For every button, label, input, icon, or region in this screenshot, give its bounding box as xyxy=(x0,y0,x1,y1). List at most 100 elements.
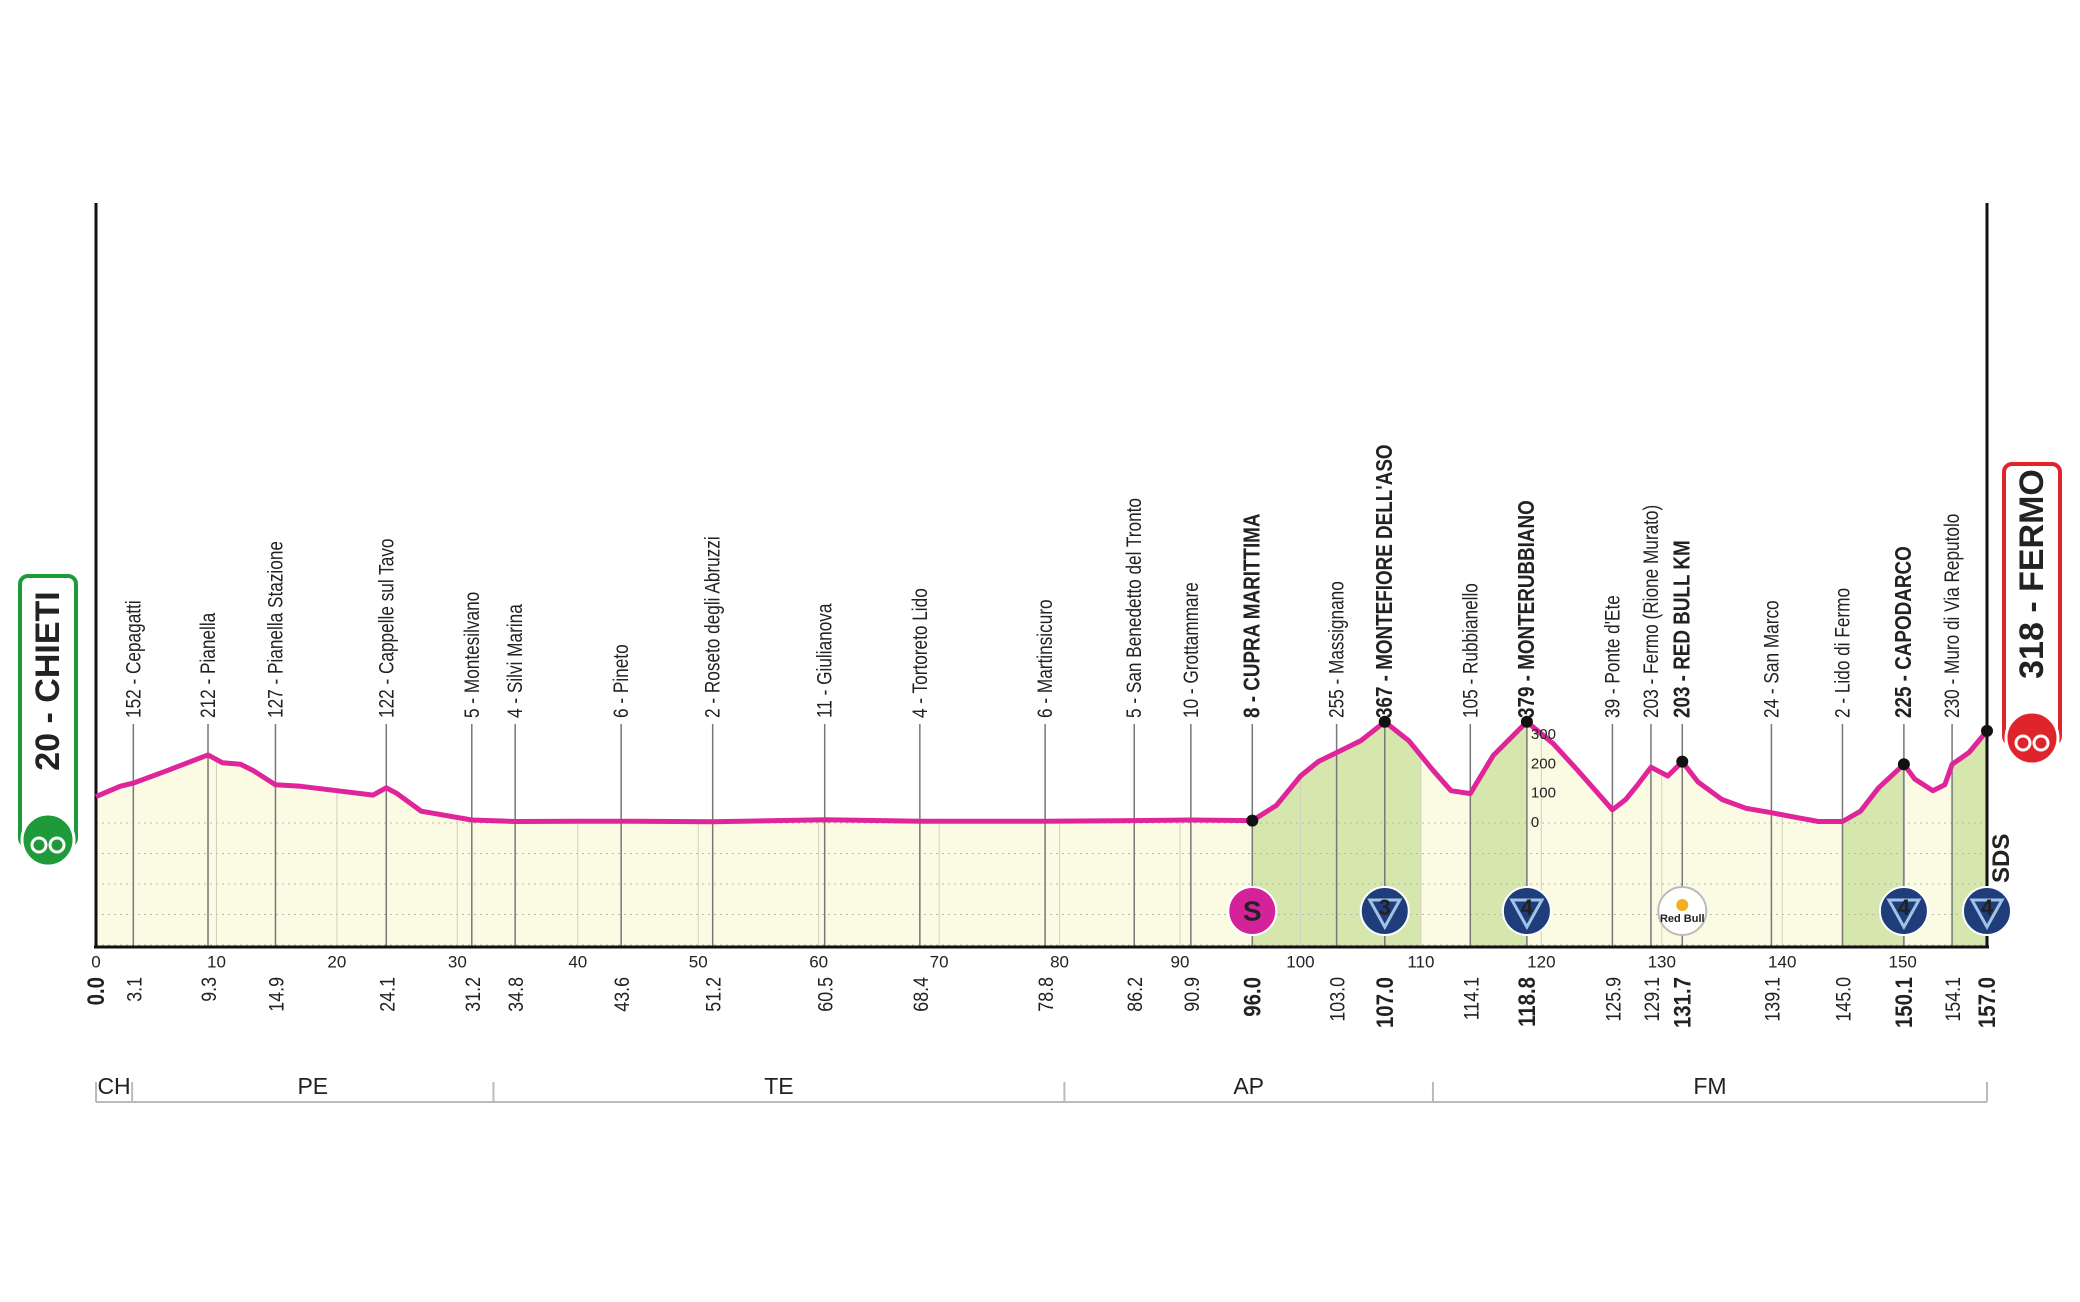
km-label: 3.1 xyxy=(123,977,147,1002)
elevation-tick-label: 0 xyxy=(1531,814,1539,831)
waypoint-label: 24 - San Marco xyxy=(1761,600,1784,718)
finish-icon xyxy=(2004,710,2060,766)
finish-dot xyxy=(1981,724,1993,737)
waypoint-dot xyxy=(1897,758,1910,771)
waypoint-label: 2 - Lido di Fermo xyxy=(1832,588,1855,718)
finish-label: 318 - FERMO xyxy=(2013,469,2051,679)
waypoint-label: 6 - Pineto xyxy=(611,644,634,718)
x-tick-label: 120 xyxy=(1527,952,1555,971)
x-tick-label: 140 xyxy=(1768,952,1796,971)
waypoint-dot xyxy=(1676,755,1689,768)
waypoint-label: 212 - Pianella xyxy=(198,612,221,718)
waypoint-dot xyxy=(1378,715,1391,728)
province-label: TE xyxy=(764,1073,793,1099)
waypoint-label: 10 - Grottammare xyxy=(1180,582,1203,718)
climb-icon-label: 3 xyxy=(1379,895,1391,920)
finish-wheel xyxy=(2032,734,2050,752)
x-tick-label: 90 xyxy=(1171,952,1190,971)
climb-triangle xyxy=(1509,898,1545,931)
km-label: 139.1 xyxy=(1761,977,1785,1022)
km-label: 9.3 xyxy=(198,977,222,1002)
x-tick-label: 130 xyxy=(1648,952,1676,971)
sprint-icon-label: S xyxy=(1243,895,1262,926)
elevation-tick-label: 200 xyxy=(1531,755,1556,772)
start-wheel xyxy=(48,836,66,854)
km-label: 96.0 xyxy=(1239,977,1266,1017)
km-label: 154.1 xyxy=(1942,977,1966,1022)
km-label: 51.2 xyxy=(702,977,726,1012)
start-label: 20 - CHIETI xyxy=(29,591,67,770)
climb-icon-label: 4 xyxy=(1981,895,1994,920)
km-label: 114.1 xyxy=(1460,977,1484,1020)
km-label: 107.0 xyxy=(1371,977,1398,1028)
climb-triangle xyxy=(1969,898,2005,931)
waypoint-label: 203 - Fermo (Rione Murato) xyxy=(1640,505,1663,718)
km-label: 31.2 xyxy=(461,977,485,1012)
start-icon xyxy=(20,812,76,868)
waypoint-label: 5 - Montesilvano xyxy=(461,592,484,718)
waypoint-label: 105 - Rubbianello xyxy=(1460,583,1483,718)
km-label: 24.1 xyxy=(376,977,400,1012)
sprint-icon xyxy=(1227,886,1278,936)
waypoint-label: 4 - Tortoreto Lido xyxy=(909,588,932,718)
x-tick-label: 40 xyxy=(568,952,587,971)
km-label: 131.7 xyxy=(1669,977,1696,1028)
x-tick-label: 20 xyxy=(327,952,346,971)
km-label: 103.0 xyxy=(1326,977,1350,1022)
waypoint-label: 122 - Cappelle sul Tavo xyxy=(376,538,399,718)
profile-line xyxy=(95,719,1989,825)
climb-icon-label: 4 xyxy=(1521,895,1534,920)
x-tick-label: 70 xyxy=(930,952,949,971)
km-label: 125.9 xyxy=(1602,977,1626,1022)
x-tick-label: 30 xyxy=(448,952,467,971)
km-label: 157.0 xyxy=(1973,977,2000,1028)
km-label: 43.6 xyxy=(611,977,635,1012)
x-tick-label: 80 xyxy=(1050,952,1069,971)
km-label: 34.8 xyxy=(505,977,529,1012)
x-tick-label: 50 xyxy=(689,952,708,971)
waypoint-label: 4 - Silvi Marina xyxy=(505,604,528,718)
climb-triangle xyxy=(1886,898,1922,931)
x-tick-label: 150 xyxy=(1889,952,1917,971)
waypoint-label: 39 - Ponte d'Ete xyxy=(1602,595,1625,718)
km-label: 86.2 xyxy=(1124,977,1148,1012)
km-label: 118.8 xyxy=(1513,977,1540,1027)
x-tick-label: 60 xyxy=(809,952,828,971)
waypoint-label: 2 - Roseto degli Abruzzi xyxy=(702,536,725,718)
province-label: AP xyxy=(1233,1073,1264,1099)
redbull-icon-label: Red Bull xyxy=(1660,913,1705,925)
elevation-tick-label: 100 xyxy=(1531,785,1556,802)
waypoint-label: 8 - CUPRA MARITTIMA xyxy=(1240,514,1265,718)
redbull-sun xyxy=(1676,899,1689,911)
km-label: 129.1 xyxy=(1641,977,1665,1022)
km-label: 150.1 xyxy=(1890,977,1917,1028)
climb-triangle xyxy=(1367,898,1403,931)
waypoint-label: 230 - Muro di Via Reputolo xyxy=(1942,514,1965,718)
waypoint-dot xyxy=(1520,715,1533,728)
waypoint-label: 11 - Giulianova xyxy=(814,603,837,718)
elevation-tick-label: 300 xyxy=(1531,726,1556,743)
province-label: CH xyxy=(97,1073,130,1099)
waypoint-label: 379 - MONTERUBBIANO xyxy=(1514,500,1539,718)
km-label: 60.5 xyxy=(814,977,838,1012)
waypoint-label: 127 - Pianella Stazione xyxy=(265,541,288,718)
waypoint-label: 255 - Massignano xyxy=(1326,581,1349,718)
x-tick-label: 10 xyxy=(207,952,226,971)
km-label: 90.9 xyxy=(1181,977,1205,1012)
province-label: PE xyxy=(297,1073,328,1099)
waypoint-label: 5 - San Benedetto del Tronto xyxy=(1124,498,1147,718)
km-label: 78.8 xyxy=(1035,977,1059,1012)
waypoint-label: 225 - CAPODARCO xyxy=(1891,546,1916,718)
km-label: 14.9 xyxy=(265,977,289,1012)
waypoint-label: 367 - MONTEFIORE DELL'ASO xyxy=(1372,444,1397,718)
waypoint-label: 152 - Cepagatti xyxy=(123,600,146,718)
x-tick-label: 100 xyxy=(1286,952,1314,971)
logo: SDS xyxy=(1988,834,2015,883)
x-tick-label: 0 xyxy=(91,952,100,971)
province-label: FM xyxy=(1693,1073,1726,1099)
waypoint-label: 203 - RED BULL KM xyxy=(1670,540,1695,718)
km-label: 145.0 xyxy=(1832,977,1856,1022)
km-label: 68.4 xyxy=(910,977,934,1012)
waypoint-dot xyxy=(1246,814,1259,827)
